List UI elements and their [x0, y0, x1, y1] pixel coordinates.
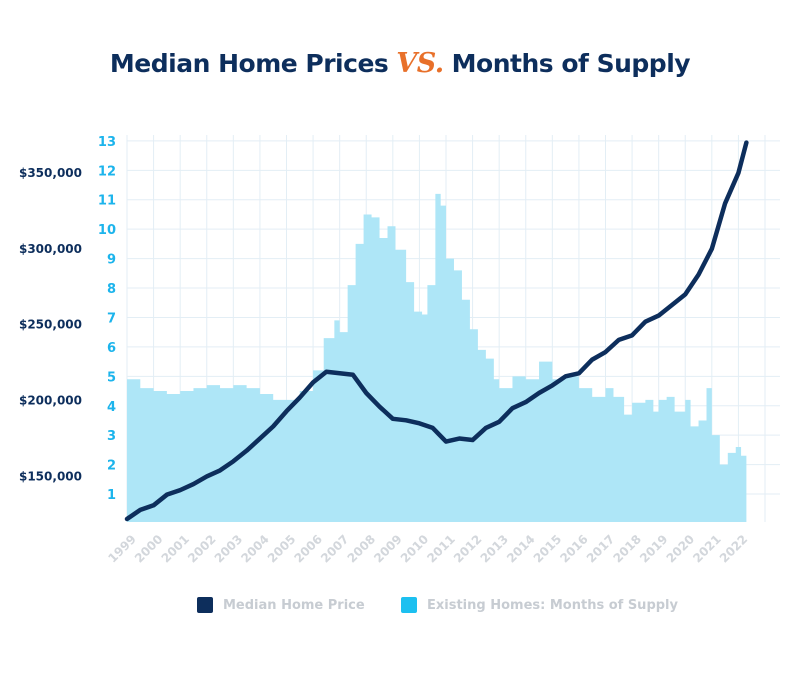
left-tick-label: $350,000 — [19, 166, 82, 180]
supply-area — [127, 193, 747, 522]
right-tick-label: 11 — [98, 194, 116, 209]
chart-title: Median Home Prices VS. Months of Supply — [0, 48, 800, 79]
x-tick-label: 2000 — [132, 532, 166, 566]
x-axis: 1999200020012002200320042005200620072008… — [105, 532, 750, 566]
legend-supply-label: Existing Homes: Months of Supply — [427, 597, 678, 613]
x-tick-label: 2021 — [690, 532, 724, 566]
x-tick-label: 2008 — [345, 532, 379, 566]
x-tick-label: 2017 — [584, 532, 618, 566]
legend-price: Median Home Price — [197, 597, 365, 613]
x-tick-label: 2019 — [637, 532, 671, 566]
right-tick-label: 9 — [107, 253, 116, 268]
legend-supply: Existing Homes: Months of Supply — [401, 597, 678, 613]
x-tick-label: 2018 — [610, 532, 644, 566]
right-tick-label: 1 — [107, 488, 116, 503]
title-vs: VS. — [396, 48, 444, 79]
x-tick-label: 2022 — [717, 532, 751, 566]
x-tick-label: 2004 — [238, 532, 272, 566]
left-tick-label: $200,000 — [19, 394, 82, 408]
right-tick-label: 5 — [107, 370, 116, 385]
x-tick-label: 2009 — [371, 532, 405, 566]
right-tick-label: 3 — [107, 429, 116, 444]
x-tick-label: 2011 — [424, 532, 458, 566]
legend-price-swatch — [197, 597, 213, 613]
right-tick-label: 4 — [107, 400, 116, 415]
x-tick-label: 1999 — [105, 532, 139, 566]
legend-price-label: Median Home Price — [223, 597, 365, 613]
price-line — [124, 140, 749, 522]
title-part1: Median Home Prices — [109, 49, 389, 78]
x-tick-label: 2002 — [185, 532, 219, 566]
x-tick-label: 2006 — [291, 532, 325, 566]
x-tick-label: 2007 — [318, 532, 352, 566]
x-tick-label: 2020 — [664, 532, 698, 566]
left-tick-label: $250,000 — [19, 318, 82, 332]
right-tick-label: 8 — [107, 282, 116, 297]
right-tick-label: 12 — [98, 164, 116, 179]
x-tick-label: 2012 — [451, 532, 485, 566]
title-part2: Months of Supply — [451, 49, 691, 78]
right-tick-label: 10 — [98, 223, 116, 238]
supply-area-path — [127, 193, 747, 522]
x-tick-label: 2014 — [504, 532, 538, 566]
legend-supply-swatch — [401, 597, 417, 613]
price-line-path — [124, 140, 749, 522]
left-tick-label: $300,000 — [19, 242, 82, 256]
x-tick-label: 2005 — [265, 532, 299, 566]
x-tick-label: 2003 — [212, 532, 246, 566]
x-tick-label: 2015 — [531, 532, 565, 566]
left-axis: $350,000 $300,000 $250,000 $200,000 $150,000 — [19, 166, 82, 484]
x-tick-label: 2013 — [478, 532, 512, 566]
x-tick-label: 2016 — [557, 532, 591, 566]
right-tick-label: 6 — [107, 341, 116, 356]
right-tick-label: 7 — [107, 311, 116, 326]
right-tick-label: 2 — [107, 459, 116, 474]
x-tick-label: 2001 — [159, 532, 193, 566]
right-tick-label: 13 — [98, 135, 116, 150]
left-tick-label: $150,000 — [19, 469, 82, 483]
x-tick-label: 2010 — [398, 532, 432, 566]
